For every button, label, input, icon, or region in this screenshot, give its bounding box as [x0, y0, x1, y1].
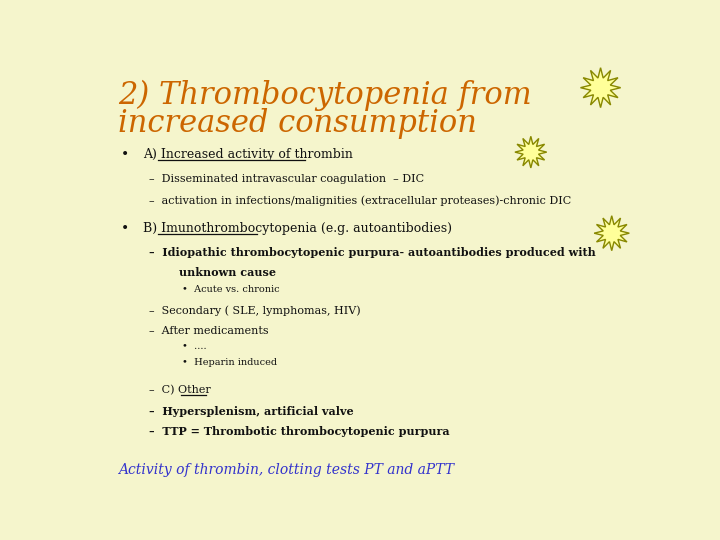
Text: 2) Thrombocytopenia from: 2) Thrombocytopenia from [118, 79, 531, 111]
Text: •: • [121, 222, 129, 237]
Text: –  Disseminated intravascular coagulation  – DIC: – Disseminated intravascular coagulation… [148, 174, 423, 184]
Text: –  C) Other: – C) Other [148, 385, 210, 395]
Text: –  TTP = Thrombotic thrombocytopenic purpura: – TTP = Thrombotic thrombocytopenic purp… [148, 426, 449, 437]
Text: •: • [121, 148, 129, 162]
Text: •  ....: • .... [182, 342, 207, 351]
Polygon shape [515, 136, 546, 168]
Text: –  Secondary ( SLE, lymphomas, HIV): – Secondary ( SLE, lymphomas, HIV) [148, 306, 360, 316]
Text: •  Heparin induced: • Heparin induced [182, 358, 277, 367]
Text: •  Acute vs. chronic: • Acute vs. chronic [182, 285, 279, 294]
Polygon shape [580, 68, 621, 107]
Text: –  Hypersplenism, artificial valve: – Hypersplenism, artificial valve [148, 406, 354, 417]
Text: B) Imunothrombocytopenia (e.g. autoantibodies): B) Imunothrombocytopenia (e.g. autoantib… [143, 222, 452, 235]
Polygon shape [594, 216, 629, 251]
Text: –  After medicaments: – After medicaments [148, 326, 269, 335]
Text: –  Idiopathic thrombocytopenic purpura- autoantibodies produced with: – Idiopathic thrombocytopenic purpura- a… [148, 247, 595, 258]
Text: Activity of thrombin, clotting tests PT and aPTT: Activity of thrombin, clotting tests PT … [118, 463, 454, 477]
Text: unknown cause: unknown cause [179, 267, 276, 278]
Text: A) Increased activity of thrombin: A) Increased activity of thrombin [143, 148, 353, 161]
Text: –  activation in infections/malignities (extracellular proteases)-chronic DIC: – activation in infections/malignities (… [148, 195, 571, 206]
Text: increased consumption: increased consumption [118, 109, 477, 139]
